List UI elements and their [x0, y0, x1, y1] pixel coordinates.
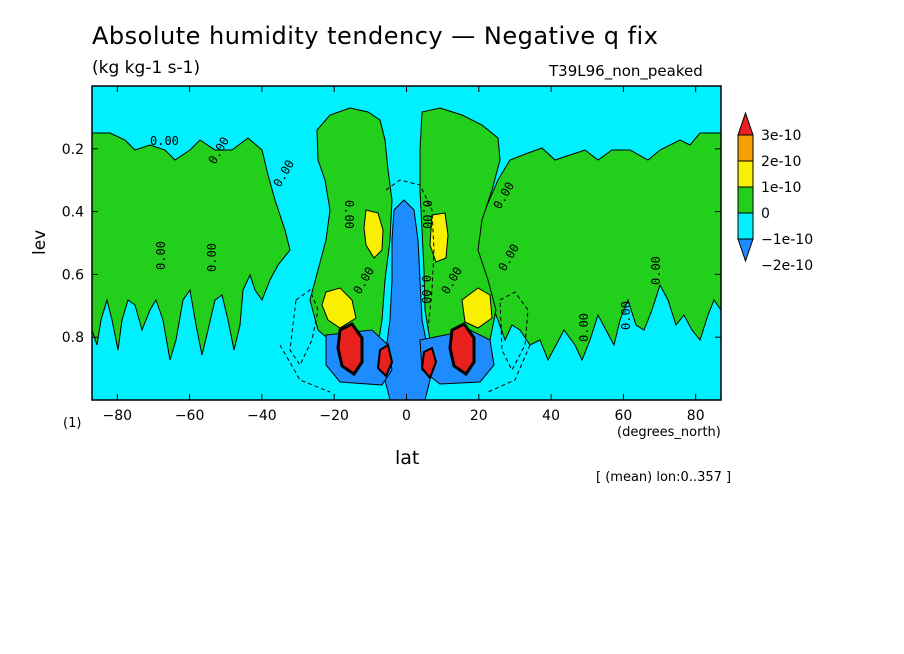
contour-label: 0.00	[420, 200, 434, 229]
negative-contour-lines	[279, 179, 531, 393]
positive-region-yellow-upper-right	[429, 212, 449, 263]
colorbar-segment	[737, 111, 754, 136]
colorbar-label: −2e-10	[761, 258, 813, 274]
chart-title: Absolute humidity tendency — Negative q …	[92, 22, 659, 50]
contour-label: 0.00	[577, 313, 591, 342]
colorbar: 3e-10 2e-10 1e-10 0 −1e-10 −2e-10	[737, 111, 813, 274]
x-axis-label: lat	[395, 447, 420, 469]
colorbar-label: 1e-10	[761, 180, 801, 196]
contour-label: 0.00	[419, 275, 433, 304]
x-tick-label: 0	[402, 408, 411, 424]
positive-region-red-left	[336, 322, 364, 377]
x-tick-label: 60	[614, 408, 632, 424]
negative-region-center	[384, 199, 431, 400]
positive-region-yellow-upper-left	[363, 209, 384, 259]
positive-region-red-right	[448, 322, 476, 377]
y-axis-units: (1)	[63, 416, 82, 431]
averaging-footnote: [ (mean) lon:0..357 ]	[596, 470, 732, 485]
contour-label: 0.00	[150, 134, 179, 148]
colorbar-label: −1e-10	[761, 232, 813, 248]
x-tick-label: −20	[319, 408, 349, 424]
positive-region-yellow-lower-right	[461, 287, 493, 329]
colorbar-segment	[737, 186, 754, 214]
colorbar-segment	[737, 134, 754, 162]
colorbar-label: 3e-10	[761, 128, 801, 144]
contour-label: 0.00	[649, 256, 663, 285]
colorbar-segment	[737, 238, 754, 263]
y-tick-label: 0.4	[62, 205, 84, 221]
y-tick-label: 0.6	[62, 267, 84, 283]
x-tick-label: 80	[687, 408, 705, 424]
chart-units: (kg kg-1 s-1)	[92, 58, 201, 78]
positive-region-left	[92, 132, 291, 361]
positive-region-right	[461, 132, 721, 362]
x-tick-label: −80	[103, 408, 133, 424]
contour-label: 0.00	[342, 200, 356, 229]
contour-label: 0.00	[205, 243, 219, 272]
x-tick-label: 20	[470, 408, 488, 424]
positive-region-red-small-right	[420, 346, 438, 380]
x-axis-units: (degrees_north)	[617, 425, 721, 440]
x-tick-label: −60	[175, 408, 205, 424]
colorbar-label: 0	[761, 206, 770, 222]
contour-label: 0.00	[154, 241, 168, 270]
x-tick-label: 40	[542, 408, 560, 424]
y-tick-label: 0.2	[62, 142, 84, 158]
colorbar-label: 2e-10	[761, 154, 801, 170]
colorbar-segment	[737, 212, 754, 240]
x-tick-label: −40	[247, 408, 277, 424]
positive-region-yellow-lower-left	[321, 287, 357, 329]
positive-region-center-left	[309, 107, 393, 351]
colorbar-segment	[737, 160, 754, 188]
axis-ticks: −80 −60 −40 −20 0 20 40 60 80 0.2 0.4 0.6 0.8	[62, 86, 721, 424]
positive-region-red-small-left	[376, 343, 394, 378]
run-name: T39L96_non_peaked	[549, 62, 703, 80]
y-tick-label: 0.8	[62, 330, 84, 346]
contour-label: 0.00	[619, 301, 633, 330]
filled-contours	[92, 107, 721, 400]
